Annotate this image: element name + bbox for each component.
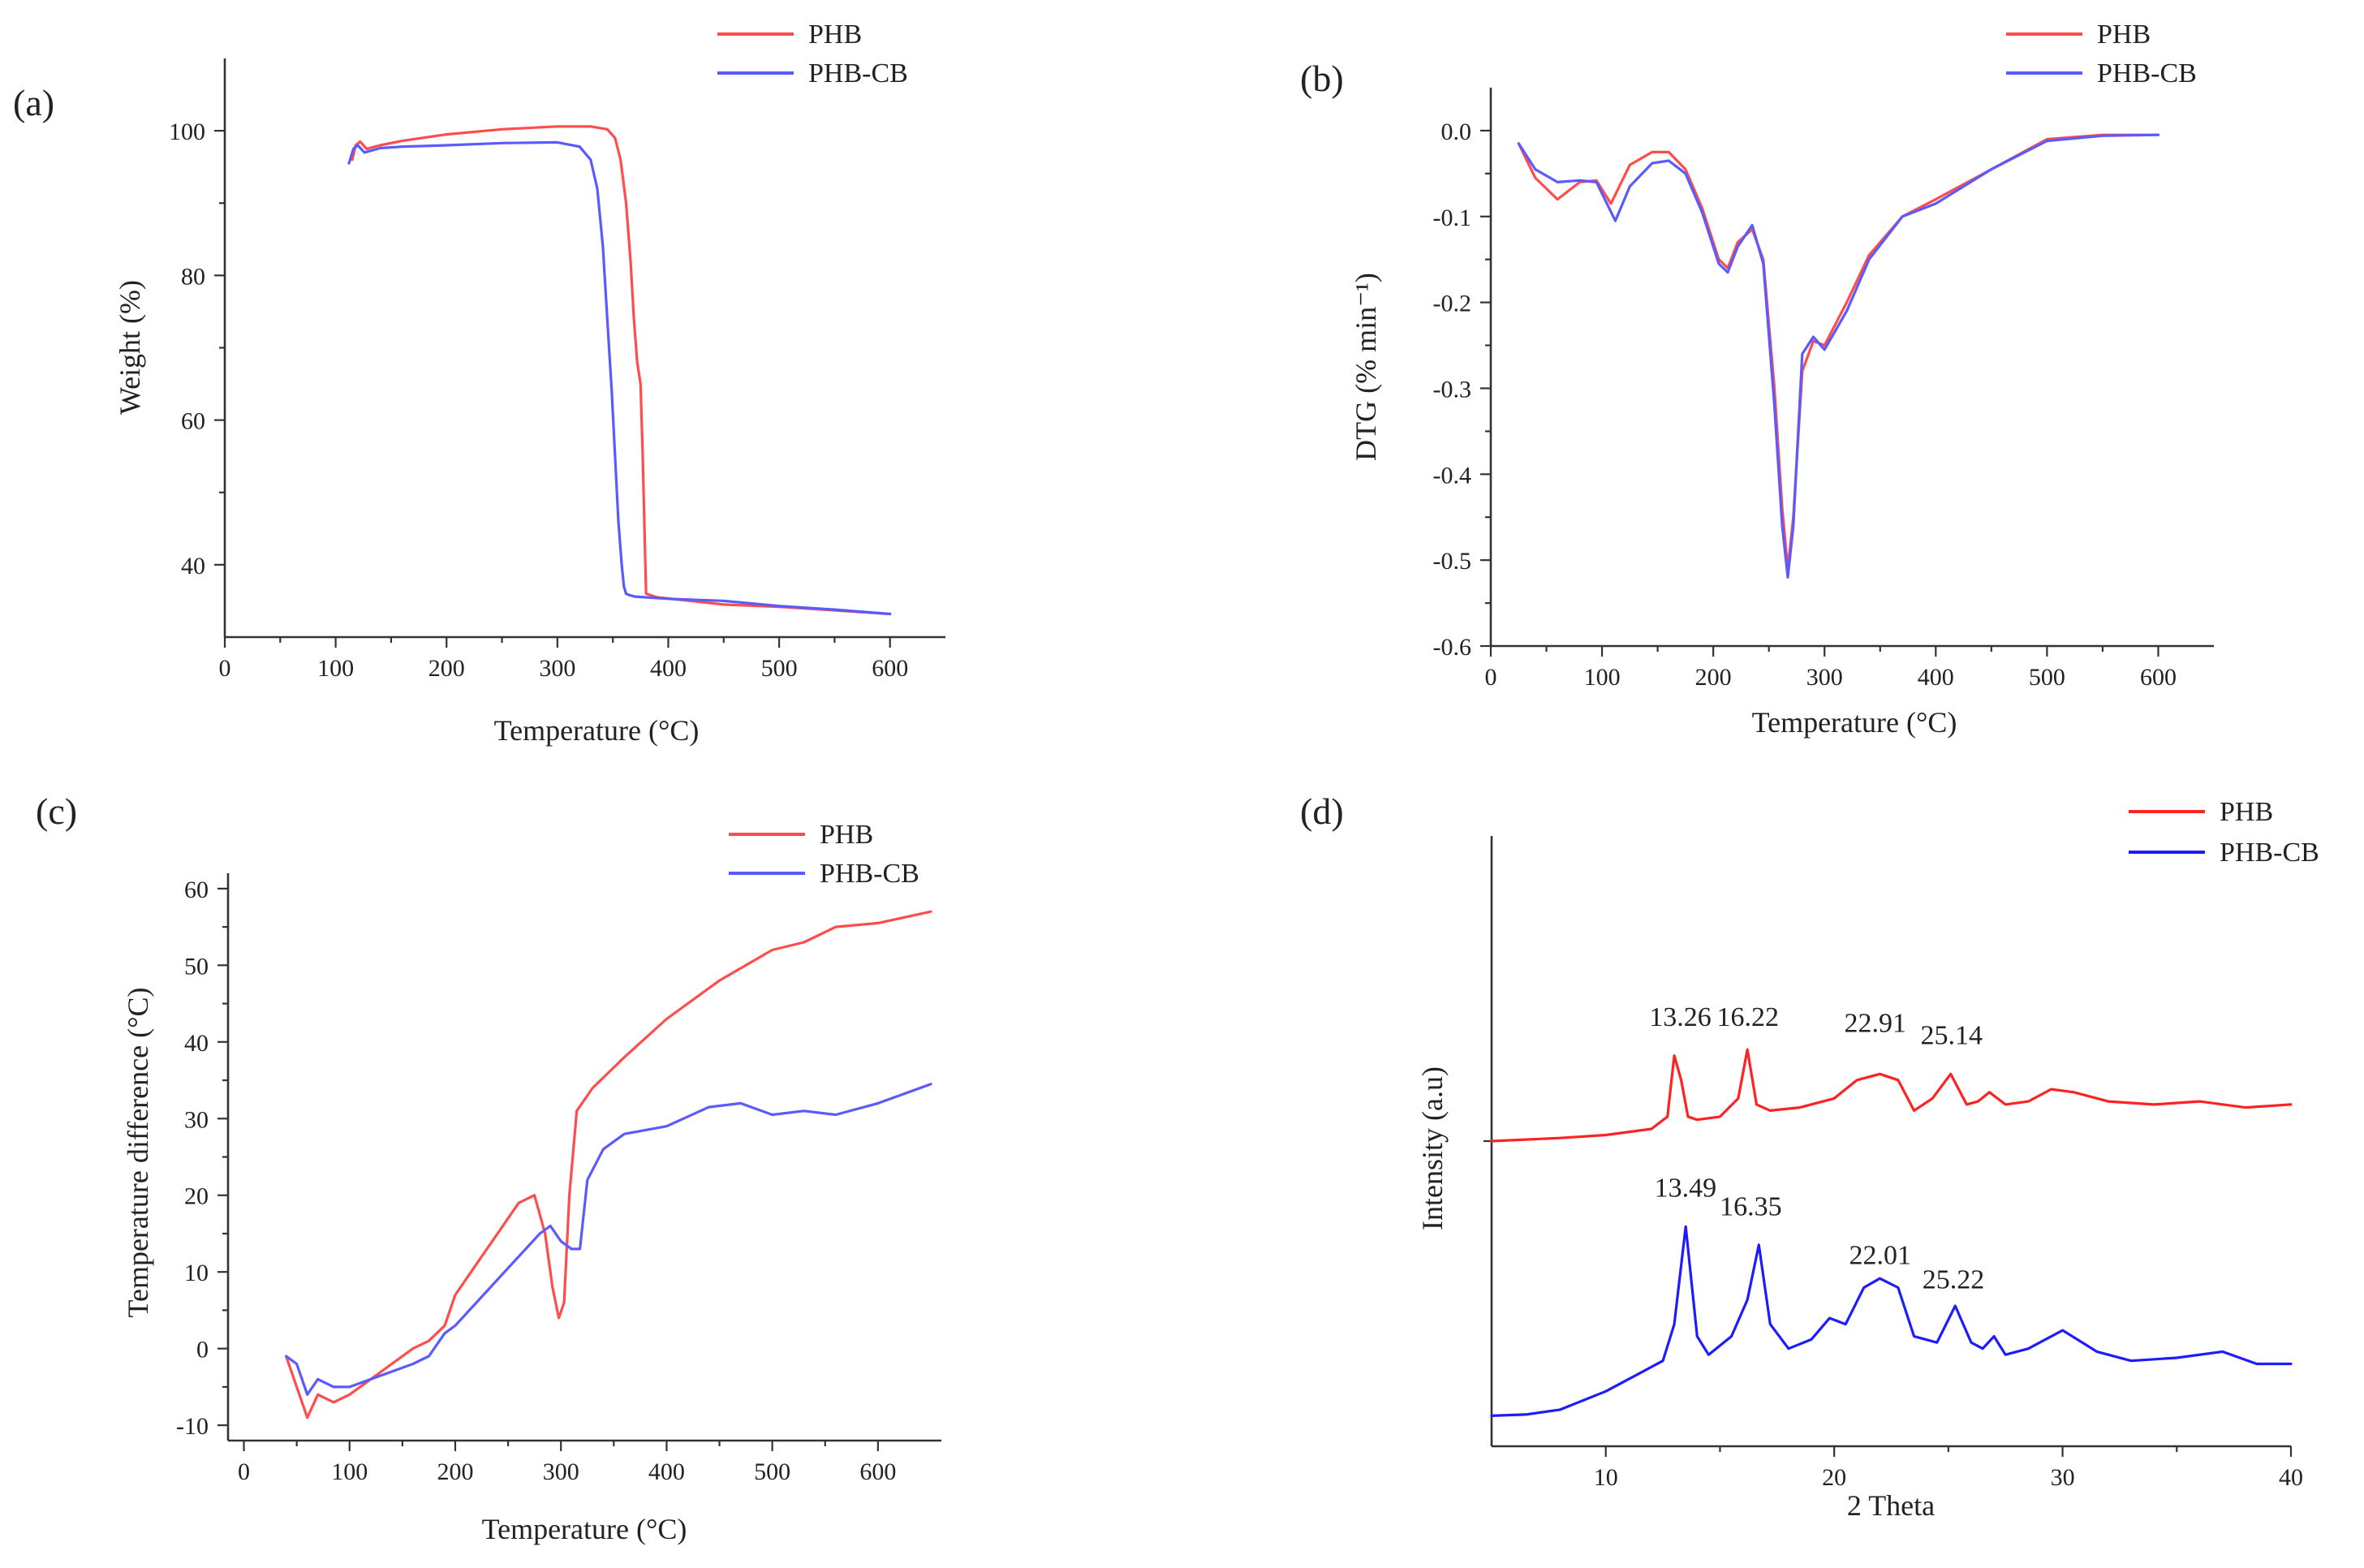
x-tick-label: 300 [543,1458,579,1485]
x-tick-label: 200 [1695,664,1732,691]
panel-label-c: (c) [36,790,77,832]
y-tick-label: -0.1 [1433,205,1472,231]
x-tick-label: 600 [2140,664,2177,691]
legend-label: PHB [2097,19,2151,50]
series-line-phb-cb [1517,133,2160,579]
x-tick-label: 10 [1594,1464,1618,1491]
chart-panel-a: (a) 0 100 200 300 400 500 600 40 60 80 100 Temperatu… [13,19,945,747]
y-axis-title: Intensity (a.u) [1416,1066,1449,1230]
peak-label: 25.14 [1921,1021,1983,1051]
panel-label-d: (d) [1300,790,1344,832]
legend-label: PHB [2220,797,2273,827]
x-tick-label: 400 [1918,664,1954,691]
x-tick-label: 300 [1806,664,1843,691]
legend-label: PHB [808,19,862,50]
y-tick-label: -10 [176,1413,209,1440]
legend: PHB PHB-CB [717,19,908,88]
peak-label: 22.01 [1849,1240,1911,1270]
x-tick-label: 30 [2051,1464,2075,1491]
x-tick-label: 500 [2029,664,2065,691]
x-tick-label: 0 [219,655,231,682]
series-line-phb-cb [347,140,892,616]
x-tick-label: 100 [331,1458,368,1485]
x-axis-title: Temperature (°C) [482,1513,687,1545]
peak-label: 16.22 [1717,1002,1780,1032]
legend-label: PHB-CB [808,58,908,88]
x-tick-label: 600 [872,655,908,682]
x-tick-label: 40 [2279,1464,2303,1491]
legend-label: PHB [820,820,873,850]
peak-label: 16.35 [1720,1191,1782,1221]
x-tick-label: 500 [761,655,798,682]
y-tick-label: 40 [181,553,205,579]
x-tick-label: 100 [317,655,354,682]
series-line-phb-cb [285,1083,932,1396]
y-tick-label: 0.0 [1441,118,1472,145]
peak-label: 25.22 [1923,1265,1985,1295]
x-tick-label: 100 [1584,664,1621,691]
y-tick-label: -0.2 [1433,291,1472,317]
y-tick-label: 60 [181,408,205,435]
y-tick-label: 10 [184,1260,209,1286]
x-tick-label: 600 [859,1458,896,1485]
x-tick-label: 200 [428,655,465,682]
legend-label: PHB-CB [2097,58,2197,88]
x-axis-title: Temperature (°C) [1752,706,1957,739]
y-tick-label: 0 [196,1337,209,1363]
x-axis-title: 2 Theta [1847,1489,1935,1522]
series-line-phb [1490,1048,2293,1143]
x-tick-label: 400 [650,655,687,682]
y-tick-label: -0.4 [1433,462,1472,489]
x-axis-title: Temperature (°C) [494,714,700,747]
panel-label-b: (b) [1300,58,1344,99]
y-tick-label: -0.3 [1433,376,1472,403]
panel-label-a: (a) [13,82,54,123]
chart-panel-b: (b) 0 100 200 300 400 500 600 0.0 -0.1 -0.2 -0.3 -0.… [1300,19,2214,739]
peak-label: 13.49 [1655,1174,1717,1204]
legend-label: PHB-CB [820,859,919,889]
x-tick-label: 20 [1822,1464,1846,1491]
y-tick-label: 30 [184,1106,209,1133]
x-tick-label: 0 [1485,664,1497,691]
peak-label: 22.91 [1845,1009,1907,1039]
y-tick-label: 60 [184,877,209,903]
peak-label: 13.26 [1649,1002,1712,1032]
series-line-phb [285,910,932,1419]
y-tick-label: 20 [184,1183,209,1210]
y-tick-label: 50 [184,953,209,980]
y-axis-title: Weight (%) [114,280,146,415]
legend-label: PHB-CB [2220,838,2319,868]
series-line-phb [1517,133,2160,571]
y-tick-label: 80 [181,263,205,290]
y-axis-title: Temperature difference (°C) [122,988,154,1318]
x-tick-label: 400 [648,1458,685,1485]
legend: PHB PHB-CB [2129,797,2319,868]
x-tick-label: 500 [754,1458,790,1485]
y-axis-title: DTG (% min⁻¹) [1350,273,1382,461]
x-tick-label: 0 [238,1458,250,1485]
y-tick-label: 40 [184,1030,209,1057]
y-tick-label: -0.5 [1433,548,1472,575]
y-tick-label: 100 [169,118,205,145]
legend: PHB PHB-CB [2006,19,2197,88]
x-tick-label: 200 [437,1458,473,1485]
chart-panel-c: (c) 0 100 200 300 400 500 600 -10 0 10 20 30 40 50 60 Te… [36,790,941,1545]
y-tick-label: -0.6 [1433,634,1472,661]
legend: PHB PHB-CB [729,820,919,889]
series-line-phb-cb [1490,1225,2293,1417]
x-tick-label: 300 [539,655,575,682]
